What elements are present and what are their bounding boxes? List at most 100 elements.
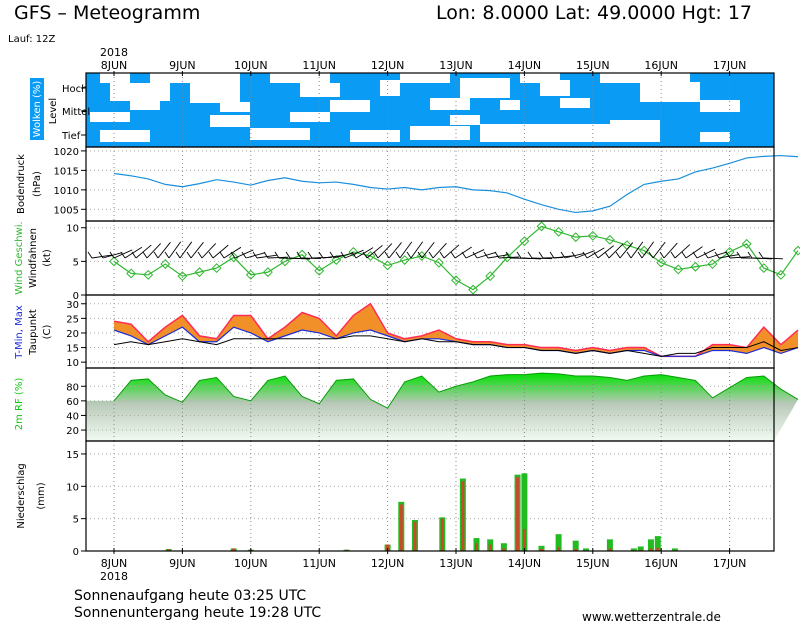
- sunrise-text: Sonnenaufgang heute 03:25 UTC: [74, 588, 307, 604]
- y-tick-label: 10: [66, 482, 79, 493]
- y-tick-label: 1010: [54, 186, 79, 197]
- wind-barb-feather: [307, 251, 313, 259]
- cloud-clear-patch: [380, 80, 400, 96]
- wind-barb-feather: [692, 251, 698, 259]
- precip-bar: [654, 536, 661, 551]
- wind-barb: [729, 256, 750, 259]
- wind-barb: [179, 241, 193, 259]
- y-tick-label: 5: [73, 515, 79, 526]
- wind-barb-feather: [197, 251, 203, 259]
- wind-barb: [619, 242, 634, 259]
- wind-barb-feather: [538, 251, 544, 259]
- grid-humidity: [81, 368, 774, 441]
- wind-point: [793, 245, 800, 256]
- rh-area: [86, 373, 798, 441]
- cloud-clear-patch: [400, 73, 450, 83]
- cloud-clear-patch: [330, 100, 370, 112]
- location-label: Lon: 8.0000 Lat: 49.0000 Hgt: 17: [436, 2, 753, 24]
- wind-barb-feather: [637, 251, 643, 259]
- cloud-clear-patch: [270, 73, 330, 83]
- cloud-clear-patch: [190, 83, 240, 103]
- wind-barb: [168, 241, 182, 259]
- wind-barb: [355, 247, 374, 259]
- wind-barb-feather: [659, 251, 665, 259]
- wind-barb: [267, 256, 289, 259]
- wind-barb: [443, 244, 460, 259]
- cloud-clear-patch: [250, 128, 310, 140]
- cloud-clear-patch: [220, 102, 250, 112]
- cloud-clear-patch: [110, 83, 170, 101]
- wind-barb: [399, 241, 413, 259]
- day-label-bottom: 8JUN: [101, 557, 128, 570]
- cloud-clear-patch: [500, 100, 520, 110]
- precip-bar-large-scale: [608, 548, 612, 551]
- temp-unit: (C): [42, 325, 53, 340]
- wind-barb-feather: [373, 251, 379, 259]
- day-label-bottom: 10JUN: [234, 557, 268, 570]
- y-tick-label: 20: [66, 329, 79, 340]
- day-label-top: 8JUN: [101, 59, 128, 72]
- sunset-text: Sonnenuntergang heute 19:28 UTC: [74, 605, 322, 621]
- wind-barb-feather: [648, 251, 654, 259]
- cloud-clear-patch: [350, 130, 400, 142]
- wind-point: [280, 256, 290, 267]
- wind-barb-feather: [230, 251, 236, 259]
- wind-barb: [597, 245, 614, 259]
- wind-barb: [377, 243, 393, 259]
- y-tick-label: 30: [66, 300, 79, 311]
- day-label-top: 17JUN: [713, 59, 747, 72]
- wind-point: [690, 261, 701, 272]
- wind-barb-feather: [87, 251, 93, 259]
- wind-barb-feather: [428, 251, 434, 259]
- wind-point: [468, 284, 479, 295]
- y-tick-label: 5: [73, 257, 79, 268]
- wind-barb-feather: [703, 251, 709, 259]
- wind-barb-feather: [175, 251, 181, 259]
- precip-bar-large-scale: [167, 549, 171, 551]
- cloud-clear-patch: [460, 78, 510, 98]
- wind-barb: [696, 248, 716, 259]
- wind-barb-feather: [164, 251, 170, 259]
- precip-bar-large-scale: [488, 544, 492, 551]
- wind-barb-feather: [252, 251, 258, 259]
- grid-pressure: [81, 147, 774, 221]
- day-label-top: 12JUN: [371, 59, 405, 72]
- pressure-unit: (hPa): [32, 171, 43, 197]
- year-label-bottom: 2018: [100, 570, 128, 583]
- wind-barb: [652, 241, 666, 259]
- wind-barb: [751, 257, 772, 260]
- site-link[interactable]: www.wetterzentrale.de: [582, 610, 721, 624]
- wind-barb: [201, 243, 217, 259]
- precip-bar: [671, 548, 678, 551]
- cloud-ylabel: Wolken (%): [32, 81, 43, 138]
- wind-barb: [190, 242, 204, 259]
- year-label-top: 2018: [100, 46, 128, 59]
- precip-bar-large-scale: [461, 481, 465, 551]
- temp-ylabel2: Taupunkt: [28, 309, 39, 356]
- wind-barb-feather: [263, 251, 269, 259]
- wind-point: [399, 255, 410, 265]
- wind-barb: [520, 257, 541, 260]
- cloud-clear-patch: [700, 100, 740, 112]
- wind-barb-feather: [219, 251, 225, 259]
- wind-barb-feather: [758, 251, 764, 259]
- day-label-bottom: 12JUN: [371, 557, 405, 570]
- wind-barb-feather: [153, 251, 159, 259]
- day-label-bottom: 9JUN: [169, 557, 196, 570]
- cloud-clear-patch: [450, 115, 480, 125]
- wind-barb-feather: [362, 251, 368, 259]
- wind-barb-feather: [98, 251, 104, 259]
- wind-barb-feather: [472, 251, 478, 259]
- precip-bar: [555, 534, 562, 551]
- wind-barb-feather: [208, 251, 214, 259]
- wind-barb: [663, 242, 678, 259]
- cloud-clear-patch: [700, 132, 730, 142]
- wind-barb-feather: [450, 251, 456, 259]
- precip-bar-large-scale: [386, 544, 390, 551]
- wind-barb-feather: [483, 251, 489, 259]
- wind-barb-feather: [736, 251, 742, 259]
- wind-point: [177, 271, 188, 282]
- y-tick-label: 0: [73, 291, 79, 302]
- wind-barb: [674, 244, 691, 259]
- temp-ylabel: T-Min, Max: [14, 305, 25, 360]
